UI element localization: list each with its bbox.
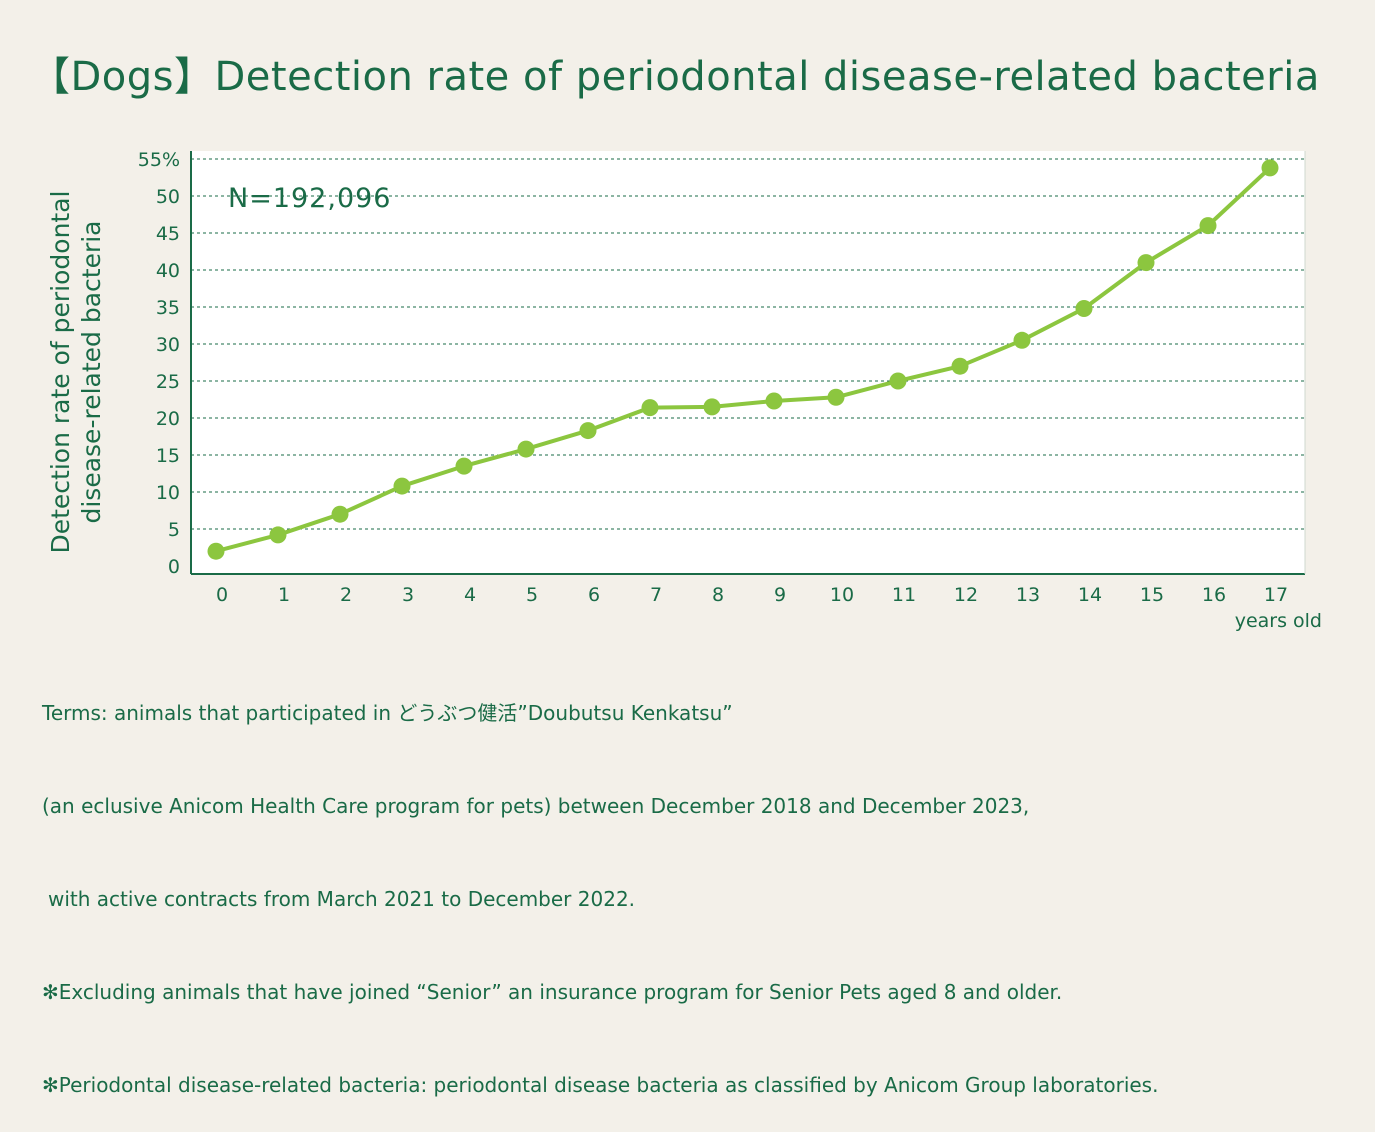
y-tick-label: 45 [156, 223, 180, 245]
data-point [1013, 331, 1031, 349]
x-tick-label: 2 [340, 584, 352, 606]
y-tick-label: 35 [156, 297, 180, 319]
x-tick-label: 9 [774, 584, 786, 606]
data-point [827, 388, 845, 406]
y-tick-label: 50 [156, 186, 180, 208]
footnotes: Terms: animals that participated in どうぶつ… [42, 636, 1158, 1132]
x-tick-label: 14 [1078, 584, 1102, 606]
x-tick-label: 1 [278, 584, 290, 606]
data-point [207, 542, 225, 560]
series-line [215, 166, 1272, 554]
data-point [1261, 159, 1279, 177]
data-point [331, 505, 349, 523]
data-point [1199, 217, 1217, 235]
y-tick-label: 15 [156, 445, 180, 467]
data-point [1075, 299, 1093, 317]
x-tick-label: 0 [216, 584, 228, 606]
x-tick-label: 16 [1202, 584, 1226, 606]
data-point [641, 399, 659, 417]
x-tick-label: 3 [402, 584, 414, 606]
x-tick-label: 4 [464, 584, 476, 606]
footnote-5: ✻Periodontal disease-related bacteria: p… [42, 1073, 1159, 1097]
y-tick-label: 0 [168, 556, 180, 578]
data-point [889, 372, 907, 390]
chart-title: 【Dogs】Detection rate of periodontal dise… [30, 54, 1320, 100]
sample-size-annotation: N=192,096 [228, 183, 391, 214]
y-tick-label: 25 [156, 371, 180, 393]
x-tick-label: 6 [588, 584, 600, 606]
footnote-2: (an eclusive Anicom Health Care program … [42, 794, 1030, 818]
y-tick-label: 55% [138, 149, 180, 171]
x-tick-label: 17 [1264, 584, 1288, 606]
y-tick-label: 20 [156, 408, 180, 430]
y-tick-label: 30 [156, 334, 180, 356]
y-tick-label: 40 [156, 260, 180, 282]
x-tick-label: 7 [650, 584, 662, 606]
data-point [765, 392, 783, 410]
data-point [269, 526, 287, 544]
x-tick-label: 15 [1140, 584, 1164, 606]
footnote-3: with active contracts from March 2021 to… [48, 887, 636, 911]
x-tick-label: 10 [830, 584, 854, 606]
footnote-4: ✻Excluding animals that have joined “Sen… [42, 980, 1063, 1004]
x-tick-label: 5 [526, 584, 538, 606]
data-point [517, 440, 535, 458]
data-point [703, 398, 721, 416]
data-point [951, 357, 969, 375]
data-point [455, 457, 473, 475]
x-tick-label: 12 [954, 584, 978, 606]
data-point [1137, 254, 1155, 272]
plot-area [191, 151, 1305, 574]
x-axis-label: years old [1235, 610, 1322, 632]
x-tick-label: 11 [892, 584, 916, 606]
footnote-1: Terms: animals that participated in どうぶつ… [42, 701, 733, 725]
data-point [393, 477, 411, 495]
x-tick-label: 8 [712, 584, 724, 606]
y-tick-label: 5 [168, 519, 180, 541]
x-tick-label: 13 [1016, 584, 1040, 606]
data-point [579, 422, 597, 440]
y-tick-label: 10 [156, 482, 180, 504]
